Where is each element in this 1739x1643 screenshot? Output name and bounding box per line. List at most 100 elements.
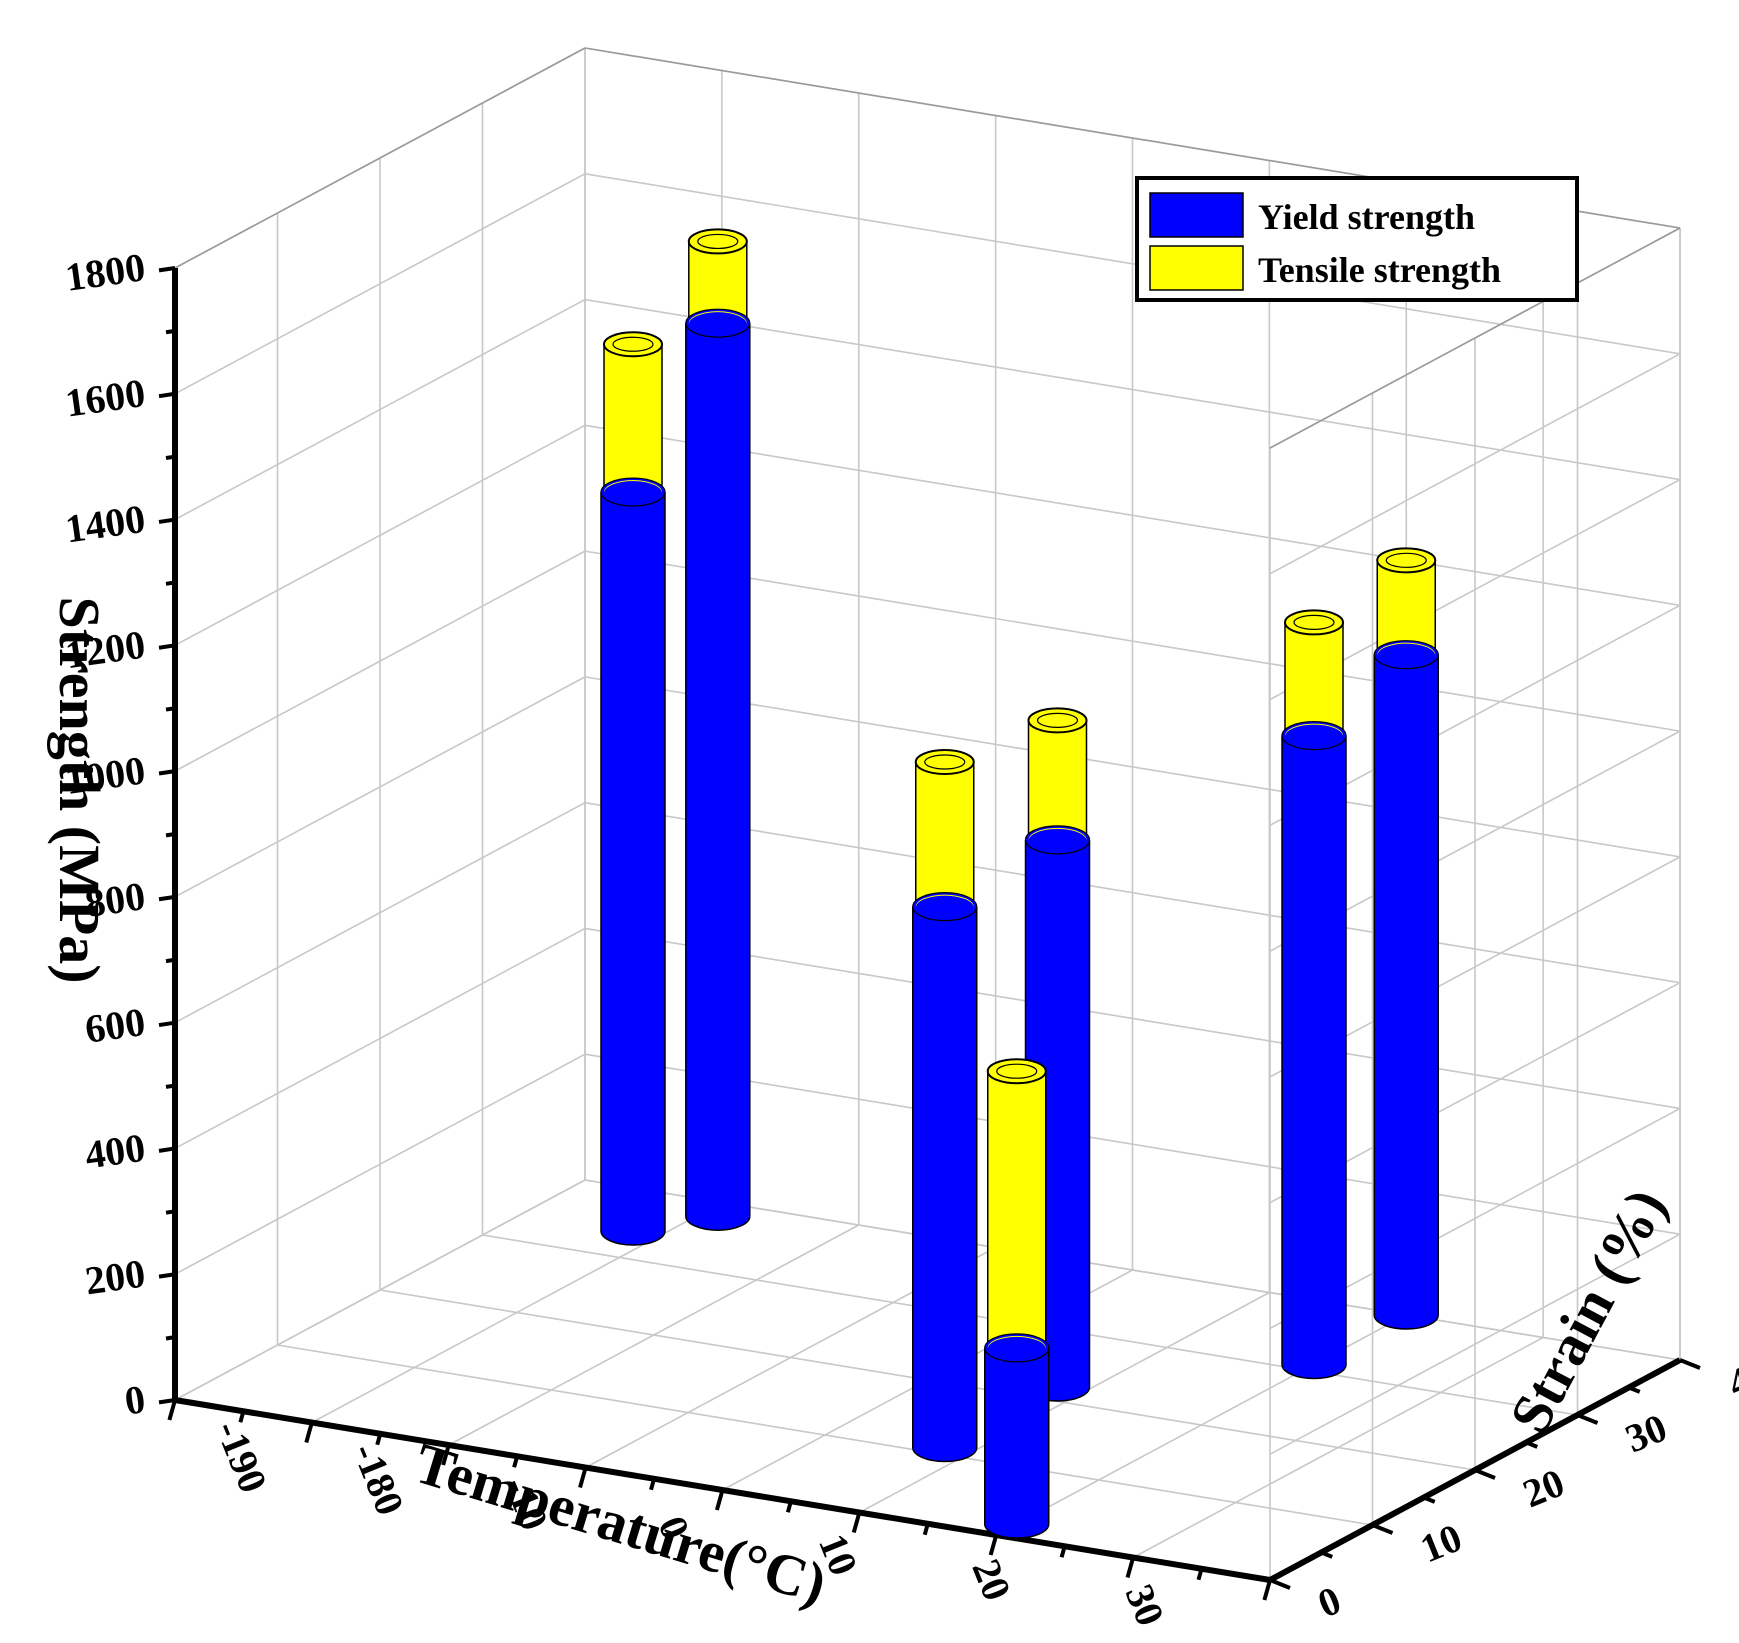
bars-layer: [600, 228, 1439, 1539]
cylinder-bar: [600, 331, 666, 1246]
temperature-tick-mark: [578, 1466, 588, 1489]
strength-tick-mark: [158, 894, 176, 902]
left-wall-grid-line: [174, 1179, 586, 1401]
box-frame-line: [1269, 227, 1681, 449]
strain-tick-mark: [1371, 1523, 1394, 1535]
temperature-tick-mark: [988, 1534, 999, 1556]
legend: Yield strength Tensile strength: [1135, 176, 1579, 302]
temperature-tick-mark: [167, 1399, 177, 1421]
temperature-tick-label: -180: [344, 1437, 413, 1522]
yield-bar-bottom: [1374, 1301, 1439, 1329]
cylinder-bar: [1281, 609, 1347, 1380]
bar-edge: [1281, 1364, 1347, 1380]
yield-bar-bottom: [984, 1510, 1049, 1538]
temperature-tick-mark: [1059, 1545, 1067, 1558]
yield-bar-top: [1024, 825, 1091, 855]
temperature-axis-title: Temperature(°C): [408, 1430, 834, 1617]
strength-tick-mark: [165, 1335, 176, 1341]
box-frame-line: [174, 47, 586, 269]
temperature-tick-mark: [304, 1421, 314, 1444]
tensile-strength-bar: [1285, 622, 1343, 736]
temperature-tick-label: 30: [1117, 1578, 1174, 1632]
strength-tick-label: 400: [82, 1125, 148, 1178]
yield-strength-bar: [984, 1347, 1049, 1524]
tensile-bar-top-inner: [1385, 552, 1427, 568]
strain-tick-mark: [1628, 1385, 1641, 1394]
bar-edge: [1373, 1314, 1439, 1330]
temperature-tick-mark: [1262, 1579, 1272, 1601]
back-wall-grid-line: [584, 676, 1681, 858]
strength-tick-mark: [158, 391, 176, 399]
tensile-strength-bar: [604, 344, 662, 493]
strain-axis-title: Strain (%): [1497, 1178, 1679, 1443]
temperature-tick-mark: [922, 1523, 930, 1536]
strength-tick-label: 200: [82, 1250, 148, 1303]
strain-tick-mark: [1269, 1578, 1291, 1590]
back-wall-grid-line: [584, 298, 1681, 481]
cylinder-bar: [1373, 547, 1439, 1330]
left-wall-grid-line: [174, 173, 586, 395]
tensile-bar-top: [914, 749, 975, 776]
strength-tick-label: 0: [122, 1376, 148, 1423]
strength-tick-label: 1800: [62, 244, 147, 300]
strain-tick-label: 30: [1619, 1405, 1673, 1462]
strain-tick-mark: [1525, 1440, 1538, 1449]
back-wall-grid-line: [584, 424, 1681, 607]
axis-layer: [158, 266, 1701, 1601]
strain-tick-label: 10: [1414, 1515, 1468, 1572]
temperature-tick-mark: [785, 1500, 793, 1513]
yield-bar-bottom: [685, 1202, 750, 1231]
tensile-bar-top: [986, 1058, 1047, 1085]
yield-bar-bottom: [601, 1217, 665, 1245]
strength-tick-mark: [158, 1272, 176, 1279]
yield-strength-bar: [685, 323, 750, 1217]
tensile-strength-bar: [1028, 720, 1087, 840]
tensile-bar-top: [603, 331, 663, 358]
tensile-bar-top-inner: [1036, 712, 1079, 728]
tensile-bar-top-inner: [697, 233, 739, 250]
temperature-tick-mark: [714, 1489, 725, 1511]
temperature-tick-mark: [375, 1433, 383, 1446]
strength-tick-mark: [165, 1209, 176, 1215]
temperature-tick-label: -190: [207, 1414, 276, 1499]
yield-strength-bar: [1374, 654, 1439, 1315]
temperature-tick-mark: [649, 1478, 656, 1491]
strength-tick-mark: [158, 1020, 176, 1028]
bar-edge: [912, 1447, 978, 1463]
temperature-tick-mark: [1125, 1556, 1136, 1579]
yield-strength-bar: [912, 906, 977, 1448]
left-wall-grid-line: [174, 927, 586, 1150]
left-wall-grid-line: [174, 550, 586, 772]
strength-tick-mark: [165, 957, 176, 964]
temperature-tick-mark: [441, 1444, 451, 1466]
back-wall-grid-line: [584, 927, 1681, 1110]
cylinder-bar: [685, 228, 751, 1231]
strength-tick-mark: [158, 1146, 176, 1153]
strain-tick-mark: [1320, 1550, 1333, 1559]
back-wall-grid-line: [584, 801, 1681, 984]
back-wall-grid-line: [584, 1053, 1681, 1236]
right-wall-grid-line: [1269, 1233, 1681, 1455]
temperature-tick-mark: [851, 1511, 862, 1534]
back-wall-grid-line: [584, 550, 1681, 732]
strain-tick-mark: [1679, 1358, 1701, 1370]
strength-axis-title: Strength (MPa): [47, 596, 112, 983]
tensile-bar-top: [1284, 609, 1344, 636]
strength-tick-label: 1000: [62, 747, 147, 803]
strength-tick-mark: [165, 580, 176, 586]
strain-tick-mark: [1474, 1468, 1496, 1480]
tensile-bar-top-inner: [1293, 614, 1335, 631]
strength-tick-label: 1200: [62, 622, 147, 678]
strain-tick-mark: [1576, 1413, 1599, 1425]
left-wall-grid-line: [174, 298, 586, 521]
strength-tick-mark: [158, 769, 176, 776]
temperature-tick-mark: [238, 1410, 246, 1423]
tensile-bar-top-inner: [612, 336, 654, 352]
strain-tick-label: 20: [1517, 1460, 1571, 1517]
strength-tick-mark: [165, 832, 176, 838]
tensile-strength-bar: [987, 1071, 1046, 1348]
back-wall-grid-line: [584, 172, 1681, 355]
legend-label-yield: Yield strength: [1258, 197, 1475, 237]
